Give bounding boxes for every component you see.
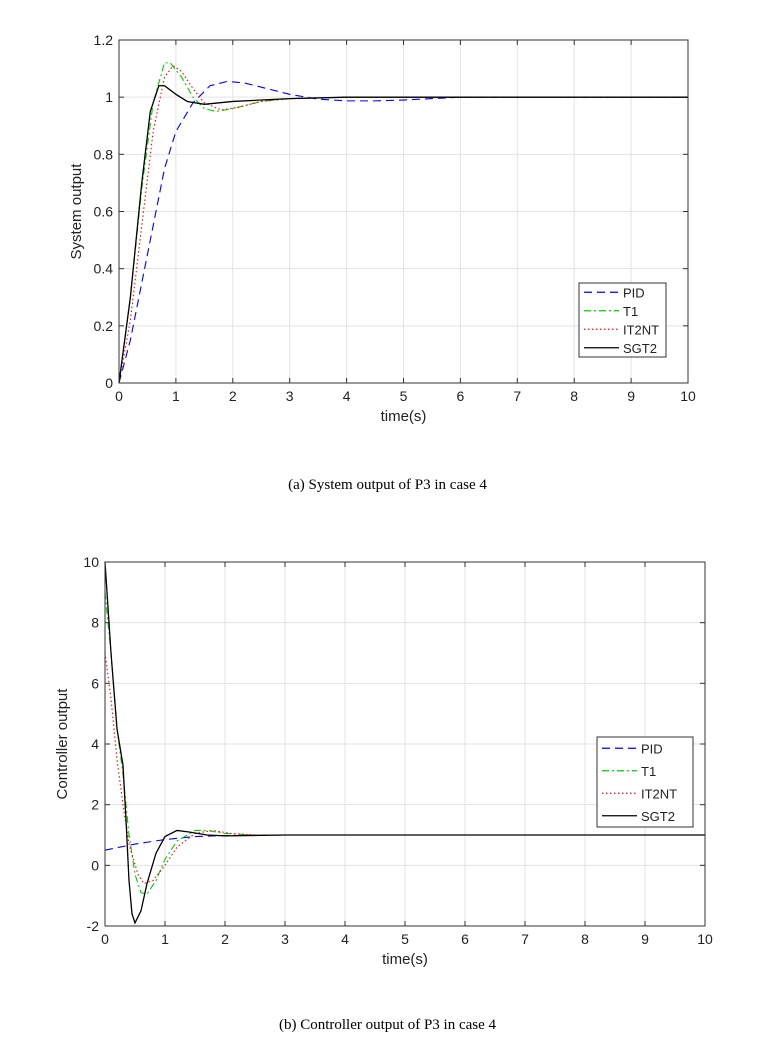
x-axis-label: time(s): [382, 951, 428, 968]
y-tick-label: 8: [91, 615, 99, 631]
legend-label: SGT2: [623, 341, 657, 356]
legend-label: IT2NT: [641, 786, 677, 801]
legend-label: T1: [641, 764, 656, 779]
x-tick-label: 7: [513, 388, 521, 404]
y-tick-label: 0.8: [94, 146, 114, 162]
x-tick-label: 9: [641, 931, 649, 947]
axes-box: [118, 39, 689, 384]
x-tick-label: 1: [172, 388, 180, 404]
x-tick-label: 7: [521, 931, 529, 947]
y-tick-label: 6: [91, 675, 99, 691]
caption-b: (b) Controller output of P3 in case 4: [278, 1017, 497, 1033]
x-tick-label: 5: [401, 931, 409, 947]
legend: PID T1 IT2NT SGT2: [578, 282, 667, 358]
x-tick-label: 2: [229, 388, 237, 404]
x-tick-label: 2: [221, 931, 229, 947]
y-tick-label: 10: [83, 554, 99, 570]
legend-box: [578, 282, 667, 358]
x-tick-label: 5: [400, 388, 408, 404]
x-tick-label: 1: [161, 931, 169, 947]
legend-label: T1: [623, 304, 638, 319]
legend: PID T1 IT2NT SGT2: [596, 736, 694, 828]
x-tick-label: 3: [281, 931, 289, 947]
series-line-it2nt: [104, 652, 705, 885]
y-tick-label: 0.4: [94, 261, 114, 277]
y-tick-label: -2: [87, 918, 100, 934]
x-tick-label: 6: [461, 931, 469, 947]
caption-a: (a) System output of P3 in case 4: [288, 477, 487, 493]
x-tick-label: 3: [286, 388, 294, 404]
x-tick-label: 8: [570, 388, 578, 404]
legend-box: [596, 736, 694, 828]
series-line-pid: [104, 834, 705, 851]
legend-label: IT2NT: [623, 322, 659, 337]
series-line-sgt2: [104, 561, 705, 925]
legend-label: PID: [623, 285, 645, 300]
x-tick-label: 10: [697, 931, 713, 947]
x-tick-label: 8: [581, 931, 589, 947]
legend-label: SGT2: [641, 809, 675, 824]
chart-0: 0 1 2 3 4 5 6 7 8 9 10 0 0.2 0.4 0.6 0.8 1 1.2 time(s) Syst…: [68, 32, 696, 425]
series-line-sgt2: [118, 85, 688, 384]
y-axis-label: Controller output: [54, 688, 71, 800]
x-tick-label: 0: [115, 388, 123, 404]
y-tick-label: 4: [91, 736, 99, 752]
axes-box: [104, 561, 706, 927]
x-axis-label: time(s): [381, 408, 427, 425]
x-tick-label: 6: [457, 388, 465, 404]
legend-label: PID: [641, 741, 663, 756]
y-tick-label: 0.6: [94, 204, 114, 220]
x-tick-label: 0: [101, 931, 109, 947]
y-tick-label: 0: [105, 375, 113, 391]
y-tick-label: 2: [91, 797, 99, 813]
x-tick-label: 9: [627, 388, 635, 404]
series-line-t1: [104, 592, 705, 895]
series-line-t1: [118, 62, 688, 384]
x-tick-label: 4: [343, 388, 351, 404]
y-axis-label: System output: [68, 163, 85, 260]
y-tick-label: 1: [105, 89, 113, 105]
x-tick-label: 10: [680, 388, 696, 404]
y-tick-label: 1.2: [94, 32, 114, 48]
y-tick-label: 0.2: [94, 318, 114, 334]
x-tick-label: 4: [341, 931, 349, 947]
y-tick-label: 0: [91, 857, 99, 873]
